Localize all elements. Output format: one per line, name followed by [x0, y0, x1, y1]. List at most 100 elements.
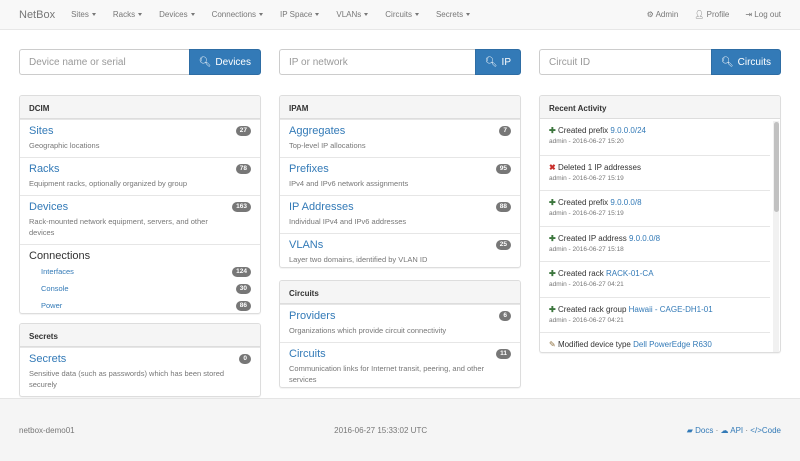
activity-action: Created rack group — [557, 304, 629, 314]
ip-search-button[interactable]: 🔍︎ IP — [474, 49, 521, 75]
menu-sites[interactable]: Sites — [71, 10, 96, 19]
count-badge: 78 — [235, 164, 251, 174]
item-desc: Rack-mounted network equipment, servers,… — [29, 217, 208, 237]
ip-search-input[interactable] — [279, 49, 475, 75]
list-item-providers: Providers Organizations which provide cir… — [280, 304, 520, 342]
activity-action: Created prefix — [557, 198, 611, 207]
connections-label: Connections — [29, 250, 91, 262]
list-item-prefixes: Prefixes IPv4 and IPv6 network assignment… — [280, 157, 520, 195]
user-icon: 👤︎ — [694, 10, 705, 19]
racks-link[interactable]: Racks — [29, 163, 60, 175]
list-item-ip-addresses: IP Addresses Individual IPv4 and IPv6 add… — [280, 195, 520, 233]
gear-icon: ⚙ — [646, 10, 654, 19]
count-badge: 0 — [239, 354, 251, 364]
activity-action: Created IP address — [557, 233, 629, 243]
activity-object-link[interactable]: 9.0.0.0/8 — [610, 198, 642, 207]
activity-object-link[interactable]: Hawaii - CAGE-DH1-01 — [628, 304, 713, 314]
menu-label: Devices — [159, 10, 188, 19]
activity-meta: admin - 2016-06-27 04:21 — [549, 281, 624, 288]
scrollbar[interactable] — [773, 121, 779, 352]
caret-down-icon — [138, 13, 143, 17]
count-badge: 27 — [235, 126, 251, 136]
interfaces-link[interactable]: Interfaces 124 — [29, 263, 251, 280]
book-icon: ▰ — [686, 425, 693, 435]
sites-link[interactable]: Sites — [29, 125, 54, 137]
api-link[interactable]: ☁ API — [720, 426, 743, 435]
menu-connections[interactable]: Connections — [212, 10, 264, 19]
menu-ip-space[interactable]: IP Space — [280, 10, 320, 19]
item-desc: Sensitive data (such as passwords) which… — [29, 369, 225, 389]
count-badge: 86 — [235, 300, 251, 311]
menu-devices[interactable]: Devices — [159, 10, 195, 19]
logout-link[interactable]: ⇥ Log out — [745, 10, 781, 19]
devices-link[interactable]: Devices — [29, 201, 69, 213]
menu-label: Secrets — [435, 10, 464, 19]
activity-action: Deleted 1 IP addresses — [557, 162, 641, 172]
sub-label: Power — [41, 301, 63, 310]
activity-object-link[interactable]: 9.0.0.0/24 — [610, 126, 646, 135]
aggregates-link[interactable]: Aggregates — [289, 125, 346, 137]
logout-icon: ⇥ — [745, 10, 753, 19]
pencil-icon: ✎ — [549, 340, 556, 349]
menu-label: VLANs — [336, 10, 362, 19]
code-label: Code — [761, 425, 781, 435]
caret-down-icon — [315, 13, 320, 17]
vlans-link[interactable]: VLANs — [289, 239, 324, 251]
console-link[interactable]: Console 30 — [29, 280, 251, 297]
secrets-panel: Secrets Secrets Sensitive data (such as p… — [19, 323, 261, 397]
menu-racks[interactable]: Racks — [113, 10, 143, 19]
activity-action: Created prefix — [557, 126, 611, 135]
ipam-panel: IPAM Aggregates Top-level IP allocations 7… — [279, 95, 521, 268]
prefixes-link[interactable]: Prefixes — [289, 163, 329, 175]
circuit-search-button[interactable]: 🔍︎ Circuits — [710, 49, 781, 75]
item-desc: Layer two domains, identified by VLAN ID — [289, 255, 428, 264]
code-link[interactable]: </>Code — [750, 426, 781, 435]
separator: · — [745, 425, 749, 435]
count-badge: 6 — [499, 311, 511, 321]
circuit-search-input[interactable] — [539, 49, 711, 75]
device-search-input[interactable] — [19, 49, 189, 75]
activity-object-link[interactable]: RACK-01-CA — [605, 269, 654, 278]
menu-label: Circuits — [385, 10, 412, 19]
logout-label: Log out — [754, 10, 781, 19]
secrets-link[interactable]: Secrets — [29, 353, 67, 365]
ip-addresses-link[interactable]: IP Addresses — [289, 201, 354, 213]
separator: · — [715, 425, 719, 435]
list-item-connections: Connections Interfaces 124 Console 30 Powe… — [20, 244, 260, 313]
activity-item: ✚ Created IP address 9.0.0.0/8 admin - 20… — [540, 225, 770, 262]
count-badge: 25 — [495, 240, 511, 250]
menu-label: IP Space — [280, 10, 313, 19]
power-link[interactable]: Power 86 — [29, 297, 251, 313]
cloud-icon: ☁ — [720, 425, 729, 435]
button-label: IP — [501, 56, 511, 68]
ip-search: 🔍︎IP — [279, 49, 521, 75]
hostname: netbox-demo01 — [19, 425, 75, 435]
activity-object-link[interactable]: 9.0.0.0/8 — [628, 233, 661, 243]
menu-circuits[interactable]: Circuits — [385, 10, 419, 19]
brand-logo[interactable]: NetBox — [19, 8, 56, 21]
scrollbar-thumb[interactable] — [773, 122, 779, 212]
recent-activity-panel: Recent Activity ✚ Created prefix 9.0.0.0… — [539, 95, 781, 353]
providers-link[interactable]: Providers — [289, 310, 336, 322]
circuits-link[interactable]: Circuits — [289, 348, 326, 360]
profile-link[interactable]: 👤︎ Profile — [694, 10, 729, 19]
list-item-sites: Sites Geographic locations 27 — [20, 119, 260, 157]
panel-title: DCIM — [20, 96, 260, 119]
menu-label: Sites — [71, 10, 89, 19]
activity-object-link[interactable]: Dell PowerEdge R630 — [633, 340, 712, 349]
list-item-racks: Racks Equipment racks, optionally organiz… — [20, 157, 260, 195]
count-badge: 163 — [232, 202, 251, 212]
circuit-search: 🔍︎Circuits — [539, 49, 781, 75]
activity-list[interactable]: ✚ Created prefix 9.0.0.0/24 admin - 2016-… — [540, 119, 780, 352]
admin-link[interactable]: ⚙ Admin — [647, 10, 679, 19]
plus-icon: ✚ — [549, 126, 556, 135]
count-badge: 11 — [496, 349, 511, 359]
menu-secrets[interactable]: Secrets — [435, 10, 471, 19]
docs-link[interactable]: ▰ Docs — [687, 426, 714, 435]
caret-down-icon — [364, 13, 369, 17]
device-search-button[interactable]: 🔍︎ Devices — [188, 49, 261, 75]
menu-vlans[interactable]: VLANs — [336, 10, 369, 19]
activity-text: ✚ Created prefix 9.0.0.0/8 — [549, 197, 761, 208]
item-desc: Equipment racks, optionally organized by… — [29, 179, 188, 188]
activity-item: ✚ Created rack RACK-01-CA admin - 2016-06… — [540, 261, 770, 297]
